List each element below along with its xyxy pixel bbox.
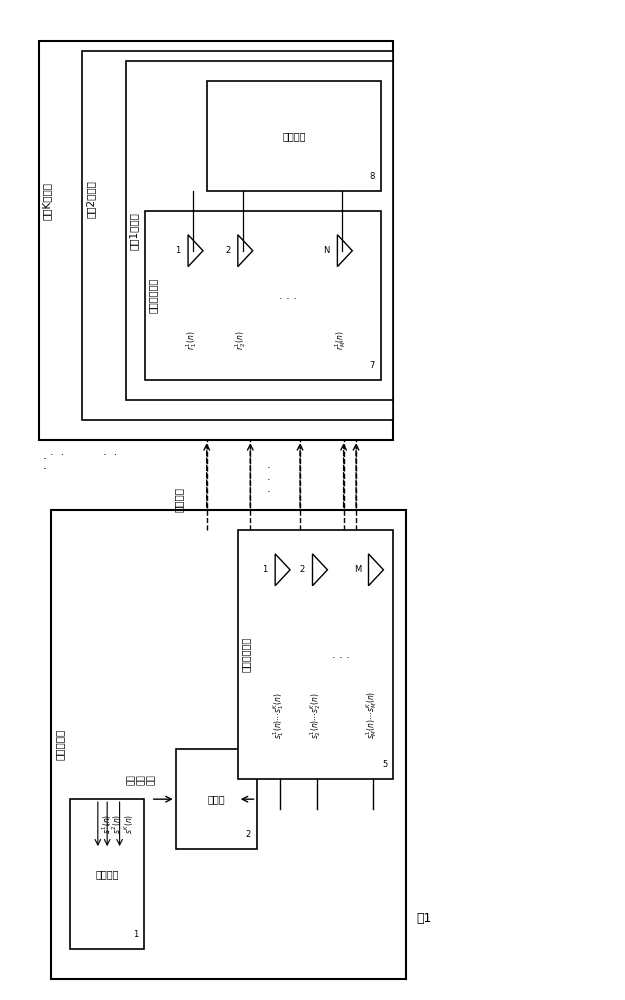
Text: $s^{1}_{2}(n){\cdots}s^{K}_{2}(n)$: $s^{1}_{2}(n){\cdots}s^{K}_{2}(n)$	[308, 693, 323, 739]
Text: 用户处理: 用户处理	[282, 131, 306, 141]
Text: 基站发射机: 基站发射机	[54, 729, 64, 760]
Text: 用户1接收机: 用户1接收机	[129, 212, 139, 250]
Text: 7: 7	[369, 361, 375, 370]
Text: $r^{1}_{2}(n)$: $r^{1}_{2}(n)$	[234, 331, 248, 350]
Text: · · ·: · · ·	[105, 816, 115, 832]
Text: N: N	[324, 246, 330, 255]
Text: ·
·
·: · · ·	[267, 463, 271, 497]
Text: $s^{1}_{M}(n){\cdots}s^{K}_{M}(n)$: $s^{1}_{M}(n){\cdots}s^{K}_{M}(n)$	[364, 691, 379, 739]
Bar	[144, 211, 381, 380]
Bar	[126, 61, 393, 400]
Bar	[207, 81, 381, 191]
Text: $r^{1}_{1}(n)$: $r^{1}_{1}(n)$	[184, 331, 199, 350]
Bar	[176, 749, 256, 849]
Text: 1: 1	[262, 565, 268, 574]
Bar	[39, 41, 393, 440]
Text: . . .: . . .	[279, 291, 296, 301]
Text: $s^{1}_{1}(n){\cdots}s^{K}_{1}(n)$: $s^{1}_{1}(n){\cdots}s^{K}_{1}(n)$	[271, 693, 286, 739]
Text: 用户2接收机: 用户2接收机	[86, 180, 96, 218]
Text: 基站处理: 基站处理	[96, 869, 119, 879]
Text: 全向接收天线: 全向接收天线	[148, 278, 158, 313]
Text: ·  ·: · ·	[103, 450, 118, 460]
Text: 图1: 图1	[417, 912, 432, 925]
Text: 用户K接收机: 用户K接收机	[42, 182, 52, 220]
Text: 5: 5	[382, 760, 387, 769]
Text: $s^{2}(n)$: $s^{2}(n)$	[110, 814, 124, 834]
Text: ·  ·: · ·	[50, 450, 64, 460]
Text: $s^{1}(n)$: $s^{1}(n)$	[101, 814, 114, 834]
Bar	[238, 530, 393, 779]
Text: 2: 2	[225, 246, 231, 255]
Bar	[70, 799, 144, 949]
Text: 信道
估计
结果: 信道 估计 结果	[126, 774, 156, 785]
Bar	[51, 510, 406, 979]
Text: .: .	[43, 449, 47, 462]
Text: . . .: . . .	[331, 650, 349, 660]
Text: .: .	[43, 459, 47, 472]
Text: 8: 8	[369, 172, 375, 181]
Text: 2: 2	[300, 565, 305, 574]
Text: 1: 1	[133, 930, 138, 939]
Text: $s^{K}(n)$: $s^{K}(n)$	[122, 814, 136, 834]
Text: 预编码: 预编码	[208, 794, 225, 804]
Text: 无线信道: 无线信道	[174, 488, 184, 513]
Text: 全向发射天线: 全向发射天线	[240, 637, 250, 672]
Text: $r^{1}_{M}(n)$: $r^{1}_{M}(n)$	[333, 330, 348, 350]
Text: 2: 2	[245, 830, 250, 839]
Text: M: M	[354, 565, 361, 574]
Text: 1: 1	[176, 246, 181, 255]
Bar	[82, 51, 393, 420]
